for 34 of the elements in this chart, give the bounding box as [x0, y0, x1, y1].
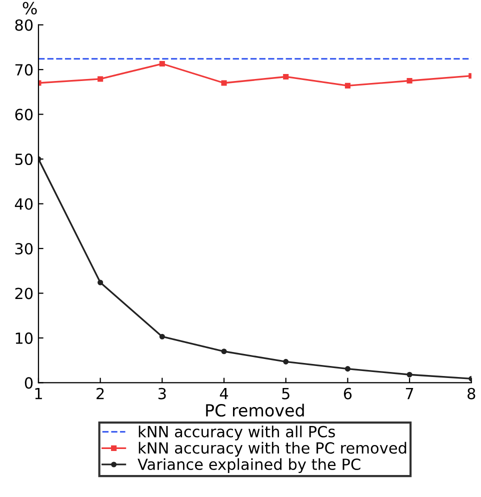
x-axis-title: PC removed [206, 404, 304, 417]
y-tick-label: 80 [15, 19, 33, 31]
x-tick-label: 4 [220, 388, 228, 400]
x-tick-label: 8 [468, 388, 476, 400]
point [98, 76, 104, 82]
point [98, 280, 104, 286]
x-tick-label: 1 [35, 388, 42, 400]
y-axis-title: % [22, 2, 37, 14]
y-tick-label: 60 [15, 108, 33, 120]
x-tick-label: 6 [344, 388, 352, 400]
y-tick-label: 20 [15, 288, 33, 300]
point [406, 78, 412, 84]
point [344, 82, 350, 88]
point [221, 80, 227, 86]
point [159, 60, 165, 67]
y-tick-label: 50 [15, 154, 33, 166]
y-tick-label: 40 [14, 198, 33, 210]
y-tick-label: 30 [15, 242, 33, 255]
point [406, 372, 412, 378]
point [283, 358, 289, 364]
x-tick-label: 7 [406, 388, 414, 400]
point [159, 334, 165, 340]
y-tick-label: 0 [24, 377, 33, 389]
x-tick-label: 5 [282, 388, 290, 400]
legend-label: kNN accuracy with all PCs [138, 426, 335, 440]
point [283, 74, 289, 80]
x-tick-label: 2 [96, 388, 104, 400]
y-tick-label: 10 [16, 332, 33, 344]
x-tick-label: 3 [158, 388, 166, 400]
y-tick-label: 70 [15, 64, 33, 76]
point [221, 348, 227, 354]
point [344, 366, 350, 372]
legend-label: kNN accuracy with the PC removed [138, 442, 406, 457]
legend-label: Variance explained by the PC [138, 458, 360, 474]
